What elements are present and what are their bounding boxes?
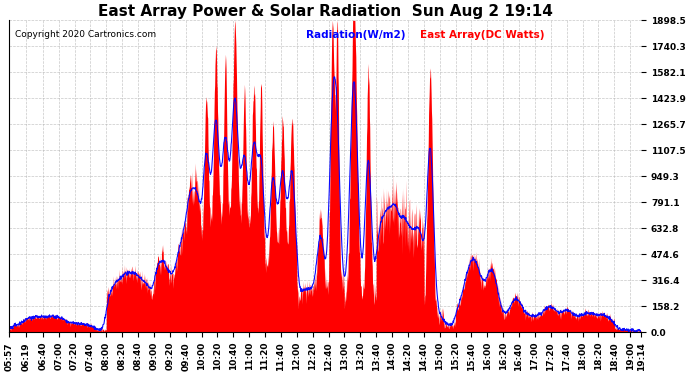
Text: Radiation(W/m2): Radiation(W/m2) bbox=[306, 30, 406, 40]
Title: East Array Power & Solar Radiation  Sun Aug 2 19:14: East Array Power & Solar Radiation Sun A… bbox=[97, 4, 553, 19]
Text: East Array(DC Watts): East Array(DC Watts) bbox=[420, 30, 544, 40]
Text: Copyright 2020 Cartronics.com: Copyright 2020 Cartronics.com bbox=[15, 30, 156, 39]
